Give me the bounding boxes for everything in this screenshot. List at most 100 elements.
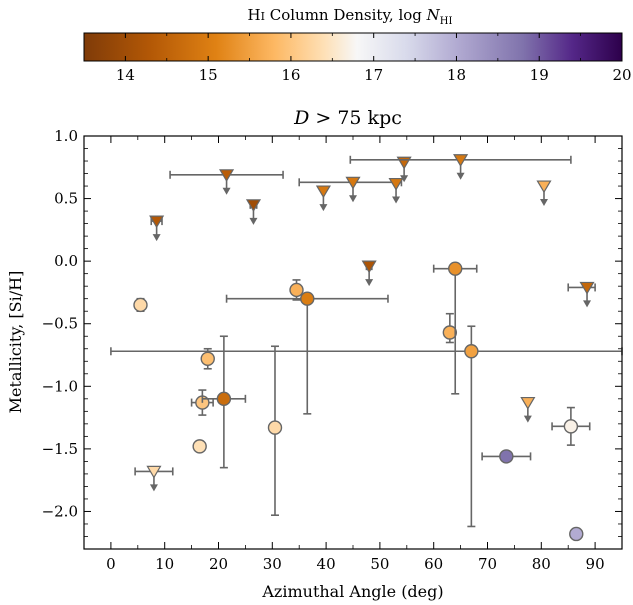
data-point [520, 396, 536, 423]
colorbar-ticks: 14 15 16 17 18 19 20 [83, 33, 632, 84]
upper-limit-arrowhead [523, 415, 532, 423]
upper-limit-arrowhead [392, 196, 401, 204]
y-axis-ticks: −2.0 −1.5 −1.0 −0.5 0.0 0.5 1.0 [42, 127, 622, 537]
data-point [349, 154, 572, 180]
colorbar-label-i: I [261, 10, 265, 23]
plot-area: 0 10 20 30 40 50 60 70 80 90 −2.0 −1.5 −1.0 −0.5 0.0 0… [42, 127, 623, 573]
upper-limit-marker [388, 177, 404, 191]
colorbar-label-h: H [248, 6, 261, 24]
upper-limit-marker [149, 215, 165, 229]
data-point [315, 185, 331, 212]
data-marker [267, 420, 283, 435]
y-tick-label: 0.0 [54, 252, 78, 270]
plot-frame [83, 135, 623, 550]
colorbar-tick-label: 19 [530, 66, 549, 84]
data-point [442, 312, 458, 344]
data-marker [464, 344, 479, 359]
x-tick-label: 10 [155, 555, 174, 573]
upper-limit-marker [146, 465, 162, 479]
data-point [134, 465, 174, 492]
data-point [388, 177, 404, 204]
data-marker [289, 282, 304, 298]
upper-limit-arrowhead [222, 187, 231, 195]
data-marker [216, 391, 232, 407]
data-point [361, 260, 377, 287]
y-axis-label: Metallicity, [Si/H] [6, 271, 25, 414]
y-tick-label: 1.0 [54, 127, 78, 145]
upper-limit-arrowhead [365, 279, 374, 287]
upper-limit-marker [245, 199, 262, 213]
upper-limit-marker [520, 396, 536, 410]
colorbar-tick-label: 14 [116, 66, 135, 84]
upper-limit-arrowhead [149, 484, 158, 492]
data-point [110, 325, 623, 528]
y-tick-label: −2.0 [42, 502, 78, 520]
colorbar-tick-label: 16 [281, 66, 300, 84]
x-tick-label: 30 [263, 555, 282, 573]
upper-limit-marker [361, 260, 377, 274]
data-point [149, 215, 165, 242]
data-marker [200, 351, 215, 366]
data-marker [448, 261, 463, 276]
x-tick-label: 60 [424, 555, 443, 573]
data-point [200, 347, 215, 370]
colorbar-label-sub: HI [440, 16, 453, 27]
upper-limit-arrowhead [400, 175, 409, 183]
x-tick-label: 0 [106, 555, 116, 573]
upper-limit-arrowhead [152, 234, 161, 242]
data-point [289, 279, 304, 301]
upper-limit-marker [315, 185, 331, 199]
data-point [169, 169, 284, 195]
data-marker [133, 297, 148, 313]
x-tick-label: 20 [209, 555, 228, 573]
data-point [551, 406, 591, 446]
data-point [192, 439, 207, 454]
upper-limit-marker [536, 180, 552, 194]
data-point [536, 180, 552, 207]
data-points [110, 154, 623, 542]
upper-limit-marker [453, 154, 469, 167]
upper-limit-arrowhead [249, 217, 258, 225]
chart-title: D > 75 kpc [293, 107, 402, 129]
colorbar-label-n: N [426, 6, 441, 24]
colorbar: HI Column Density, log NHI 14 15 16 17 18 19 2… [83, 6, 632, 84]
x-tick-label: 70 [478, 555, 497, 573]
x-tick-label: 50 [370, 555, 389, 573]
data-point [567, 281, 596, 308]
upper-limit-arrowhead [319, 204, 328, 212]
x-tick-label: 80 [532, 555, 551, 573]
upper-limit-marker [396, 156, 412, 170]
y-tick-label: −0.5 [42, 315, 78, 333]
y-tick-label: −1.0 [42, 377, 78, 395]
data-point [225, 291, 389, 415]
data-marker [563, 419, 579, 434]
upper-limit-marker [219, 169, 235, 182]
colorbar-tick-label: 17 [364, 66, 383, 84]
data-point [569, 526, 584, 542]
title-rest: > 75 kpc [309, 107, 402, 129]
colorbar-tick-label: 18 [447, 66, 466, 84]
colorbar-gradient [83, 32, 623, 62]
y-tick-label: −1.5 [42, 440, 78, 458]
x-tick-label: 40 [317, 555, 336, 573]
x-tick-label: 90 [586, 555, 605, 573]
x-axis-label: Azimuthal Angle (deg) [261, 582, 443, 601]
upper-limit-arrowhead [349, 195, 357, 203]
x-axis-ticks: 0 10 20 30 40 50 60 70 80 90 [83, 136, 623, 573]
colorbar-tick-label: 20 [612, 66, 631, 84]
data-point [298, 176, 403, 203]
data-point [481, 449, 532, 464]
title-d: D [293, 107, 309, 129]
upper-limit-marker [345, 176, 361, 190]
data-point [133, 297, 148, 313]
data-point [432, 261, 478, 395]
data-marker [569, 526, 584, 542]
data-marker [192, 439, 207, 454]
data-marker [300, 291, 315, 306]
data-point [245, 199, 262, 225]
upper-limit-marker [579, 281, 595, 295]
colorbar-label: HI Column Density, log NHI [248, 6, 453, 27]
data-marker [442, 325, 458, 340]
upper-limit-arrowhead [583, 300, 592, 308]
